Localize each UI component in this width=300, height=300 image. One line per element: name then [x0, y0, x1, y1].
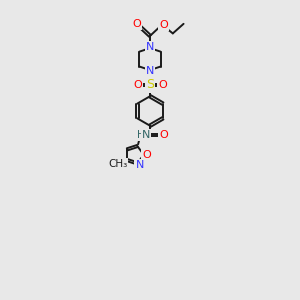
- Text: N: N: [146, 42, 154, 52]
- Text: O: O: [133, 80, 142, 90]
- Text: O: O: [142, 150, 151, 160]
- Text: O: O: [158, 80, 167, 90]
- Text: CH₃: CH₃: [108, 159, 127, 169]
- Text: N: N: [142, 130, 150, 140]
- Text: H: H: [137, 130, 145, 140]
- Text: N: N: [146, 66, 154, 76]
- Text: O: O: [160, 130, 168, 140]
- Text: N: N: [135, 160, 144, 170]
- Text: S: S: [146, 78, 154, 92]
- Text: O: O: [159, 20, 168, 30]
- Text: O: O: [132, 19, 141, 29]
